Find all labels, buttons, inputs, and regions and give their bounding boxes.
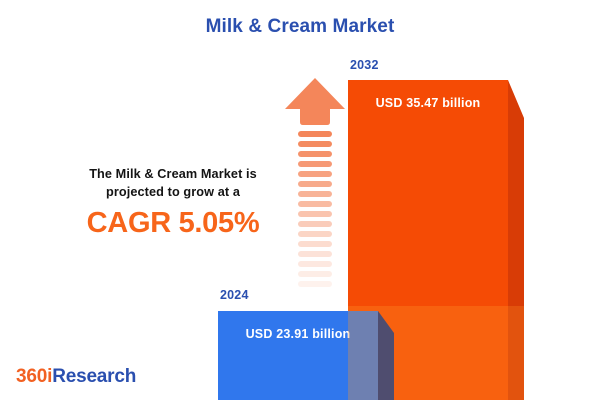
bar-value-label-2024: USD 23.91 billion: [245, 327, 351, 341]
brand-logo-suffix: Research: [52, 366, 137, 387]
cagr-lead-text: The Milk & Cream Market is projected to …: [62, 165, 284, 202]
page-title: Milk & Cream Market: [205, 16, 395, 37]
cagr-callout: The Milk & Cream Market is projected to …: [62, 165, 284, 238]
brand-logo-prefix: 360i: [16, 366, 53, 387]
brand-logo: 360iResearch: [16, 366, 136, 388]
bar-year-label-2032: 2032: [350, 58, 379, 72]
cagr-value-text: CAGR 5.05%: [86, 206, 260, 239]
bar-value-label-2032: USD 35.47 billion: [375, 96, 481, 110]
cagr-lead-line-1: The Milk & Cream Market is: [89, 167, 257, 181]
growth-arrow-icon: [283, 76, 347, 296]
bar-side-face-2024: [378, 311, 394, 400]
bar-year-label-2024: 2024: [220, 288, 249, 302]
bar-front-face-2024: [218, 311, 378, 400]
cagr-lead-line-2: projected to grow at a: [105, 185, 241, 200]
bar-side-face-2032: [508, 80, 524, 400]
